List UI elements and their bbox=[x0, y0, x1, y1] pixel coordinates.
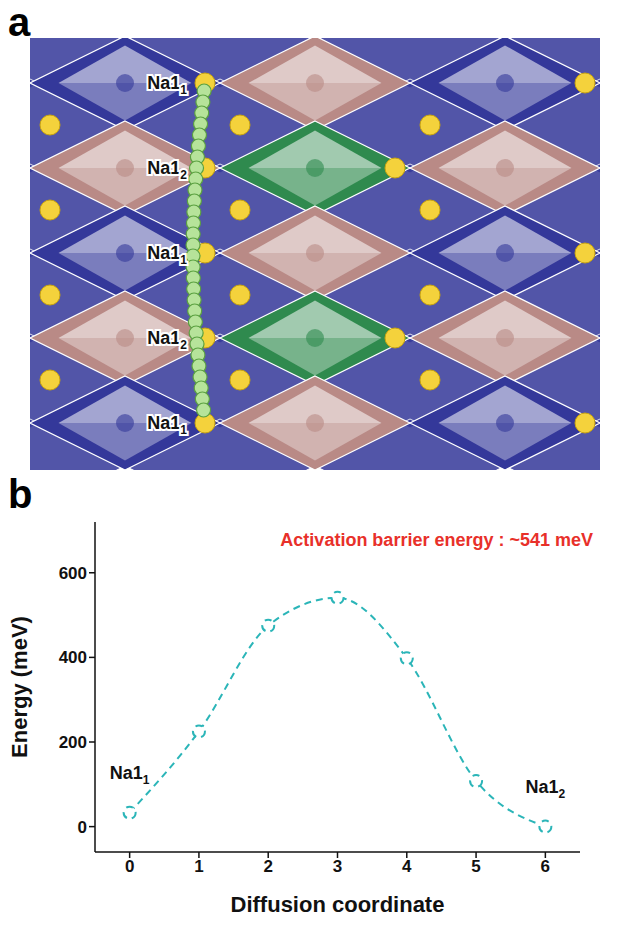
svg-text:0: 0 bbox=[125, 857, 134, 876]
svg-text:Diffusion coordinate: Diffusion coordinate bbox=[231, 892, 445, 917]
svg-text:0: 0 bbox=[78, 818, 87, 837]
svg-text:3: 3 bbox=[333, 857, 342, 876]
svg-text:Na11: Na11 bbox=[147, 243, 187, 267]
svg-text:Na11: Na11 bbox=[110, 763, 150, 787]
svg-text:Na11: Na11 bbox=[147, 73, 187, 97]
svg-text:Na12: Na12 bbox=[525, 777, 565, 801]
svg-text:5: 5 bbox=[471, 857, 480, 876]
svg-text:4: 4 bbox=[402, 857, 412, 876]
svg-text:Na12: Na12 bbox=[147, 158, 187, 182]
svg-text:2: 2 bbox=[263, 857, 272, 876]
html-text:a: a bbox=[8, 0, 31, 44]
svg-text:600: 600 bbox=[59, 564, 87, 583]
svg-text:6: 6 bbox=[541, 857, 550, 876]
html-text:b: b bbox=[8, 472, 33, 516]
svg-text:1: 1 bbox=[194, 857, 203, 876]
html-text:Activation barrier energy : ~5: Activation barrier energy : ~541 meV bbox=[280, 530, 593, 550]
svg-text:400: 400 bbox=[59, 648, 87, 667]
svg-text:Na11: Na11 bbox=[147, 413, 187, 437]
svg-text:200: 200 bbox=[59, 733, 87, 752]
svg-text:Energy (meV): Energy (meV) bbox=[7, 616, 32, 758]
svg-text:Na12: Na12 bbox=[147, 328, 187, 352]
